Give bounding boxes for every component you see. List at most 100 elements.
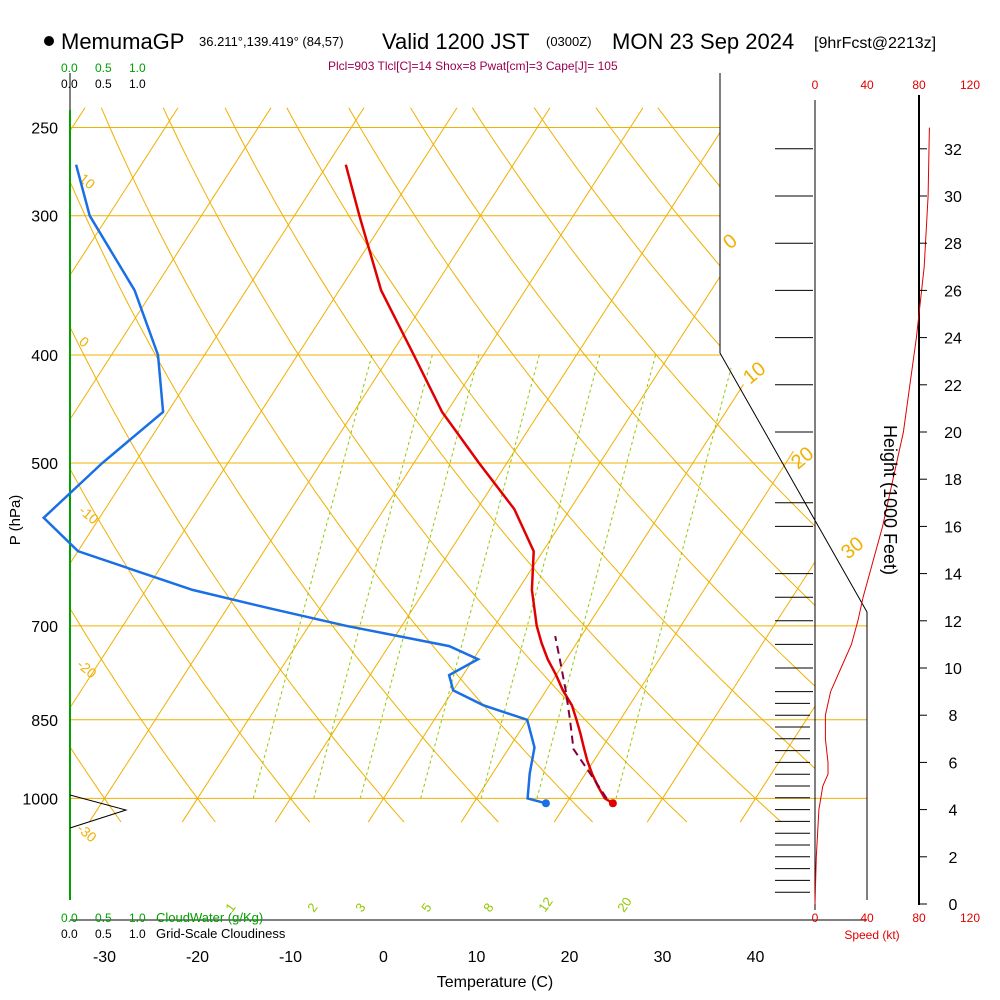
cloudwater-tick-bottom: 1.0 <box>129 911 146 925</box>
axes: 0246810121416182022242628303225030040050… <box>22 121 962 967</box>
forecast-date: MON 23 Sep 2024 <box>612 29 794 54</box>
parcel-line <box>554 635 608 799</box>
height-tick-label: 12 <box>944 614 962 631</box>
height-tick-label: 14 <box>944 567 962 584</box>
cloudiness-tick-bottom: 0.5 <box>95 927 112 941</box>
chart-frame <box>69 73 920 921</box>
mixing-ratio-label: 20 <box>614 894 635 914</box>
height-tick-label: 22 <box>944 378 962 395</box>
mixing-ratio-label: 12 <box>535 894 556 914</box>
temperature-tick-label: 10 <box>468 949 486 966</box>
isotherm-line <box>181 107 644 823</box>
cloudiness-label: Grid-Scale Cloudiness <box>156 926 286 941</box>
cloudiness-tick-bottom: 1.0 <box>129 927 146 941</box>
mixing-ratio-label: 8 <box>480 900 496 915</box>
mixing-ratio-line <box>252 354 373 799</box>
height-axis-label: Height (1000 Feet) <box>880 425 900 575</box>
station-coords: 36.211°,139.419° (84,57) <box>199 34 344 49</box>
height-tick-label: 28 <box>944 236 962 253</box>
cloudwater-tick-top: 0.0 <box>61 61 78 75</box>
temperature-tick-label: 40 <box>747 949 765 966</box>
dry-adiabat-label: -10 <box>76 502 102 527</box>
dry-adiabat-line <box>471 107 815 823</box>
wind-profile <box>775 127 930 905</box>
y-axis-label: P (hPa) <box>7 495 24 546</box>
moist-adiabat-label: 20 <box>787 443 818 474</box>
height-tick-label: 2 <box>949 850 958 867</box>
temperature-tick-label: -10 <box>279 949 302 966</box>
pressure-tick-label: 400 <box>31 348 58 365</box>
dry-adiabat-line <box>70 107 216 823</box>
dry-adiabat-line <box>70 107 311 823</box>
mixing-ratio-line <box>313 354 433 799</box>
moist-adiabat-label: 30 <box>837 533 868 564</box>
surface-temperature-marker <box>608 799 617 808</box>
isotherm-line <box>70 107 458 823</box>
pressure-tick-label: 300 <box>31 209 58 226</box>
height-tick-label: 26 <box>944 283 962 300</box>
pressure-tick-label: 700 <box>31 619 58 636</box>
temperature-tick-label: -30 <box>93 949 116 966</box>
mixing-ratio-line <box>420 354 540 799</box>
speed-line <box>814 127 930 905</box>
temperature-tick-label: -20 <box>186 949 209 966</box>
cloudwater-tick-top: 0.5 <box>95 61 112 75</box>
height-tick-label: 0 <box>949 897 958 914</box>
cloudiness-profile <box>69 794 128 829</box>
dry-adiabat-line <box>70 107 122 823</box>
pressure-tick-label: 250 <box>31 121 58 138</box>
isotherm-line <box>553 107 815 823</box>
speed-tick-top: 120 <box>960 78 980 92</box>
pressure-tick-label: 850 <box>31 713 58 730</box>
temperature-tick-label: 30 <box>654 949 672 966</box>
dry-adiabat-label: -30 <box>74 820 100 845</box>
model-name: MemumaGP <box>61 29 184 54</box>
stability-indices: Plcl=903 Tlcl[C]=14 Shox=8 Pwat[cm]=3 Ca… <box>328 59 618 73</box>
moist-adiabat-label: 10 <box>739 358 770 389</box>
sounding-profiles <box>41 164 617 808</box>
dry-adiabat-line <box>719 107 815 823</box>
station-dot-icon <box>44 36 54 46</box>
height-tick-label: 18 <box>944 472 962 489</box>
isotherm-line <box>70 107 272 823</box>
cloudwater-tick-top: 1.0 <box>129 61 146 75</box>
height-tick-label: 16 <box>944 519 962 536</box>
speed-tick-bottom: 120 <box>960 911 980 925</box>
isotherm-line <box>460 107 815 823</box>
isotherm-line <box>70 107 179 823</box>
dry-adiabat-line <box>224 107 782 823</box>
height-tick-label: 32 <box>944 142 962 159</box>
pressure-tick-label: 1000 <box>22 791 58 808</box>
dry-adiabat-label: 0 <box>76 333 92 350</box>
dry-adiabat-line <box>162 107 688 823</box>
height-tick-label: 6 <box>949 755 958 772</box>
isotherm-line <box>833 108 1000 822</box>
speed-tick-top: 80 <box>912 78 926 92</box>
valid-time: Valid 1200 JST <box>382 29 530 54</box>
grid-lines <box>70 107 1000 823</box>
height-tick-label: 24 <box>944 331 962 348</box>
isotherm-line <box>646 107 815 823</box>
height-tick-label: 4 <box>949 803 958 820</box>
dry-adiabat-line <box>410 107 815 823</box>
height-tick-label: 8 <box>949 708 958 725</box>
x-axis-label: Temperature (C) <box>437 974 553 991</box>
speed-tick-top: 40 <box>860 78 874 92</box>
dry-adiabat-line <box>533 107 815 823</box>
dry-adiabat-line <box>70 107 405 823</box>
mixing-ratio-line <box>480 354 601 799</box>
mixing-ratio-label: 5 <box>418 900 434 915</box>
speed-tick-bottom: 40 <box>860 911 874 925</box>
cloudiness-tick-top: 0.5 <box>95 77 112 91</box>
isotherm-line <box>88 107 551 823</box>
mixing-ratio-label: 2 <box>304 900 320 915</box>
dry-adiabat-line <box>100 107 593 823</box>
cloudwater-tick-bottom: 0.5 <box>95 911 112 925</box>
isotherm-line <box>70 107 365 823</box>
speed-tick-bottom: 80 <box>912 911 926 925</box>
forecast-run: [9hrFcst@2213z] <box>814 35 936 52</box>
utc-time: (0300Z) <box>546 34 592 49</box>
temperature-tick-label: 0 <box>379 949 388 966</box>
